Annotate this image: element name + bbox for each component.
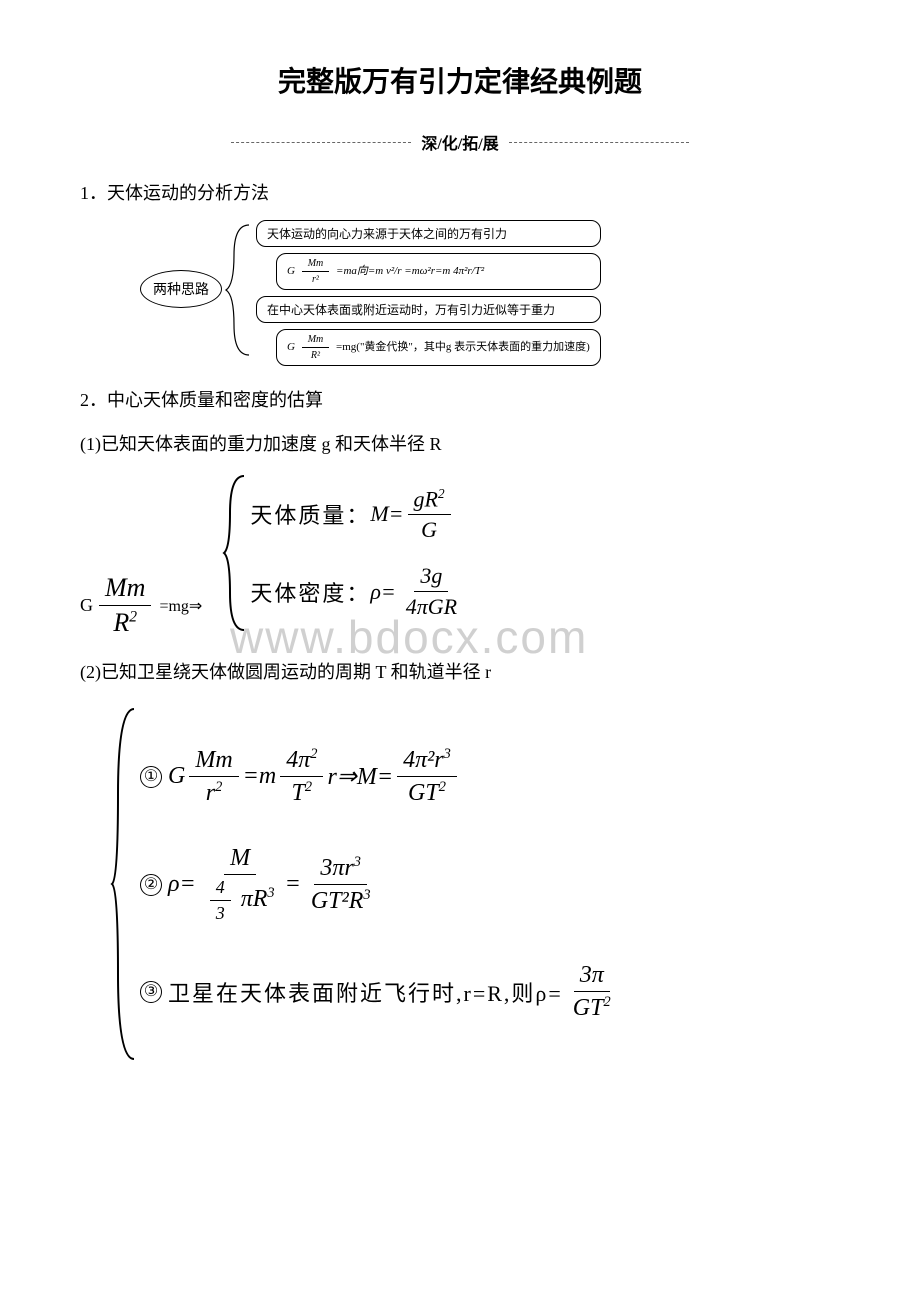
mass-formula: 天体质量： M= gR2 G bbox=[250, 486, 467, 543]
formula-line-2: ② ρ= M 4 3 πR3 = 3πr3 GT²R3 bbox=[140, 845, 621, 924]
divider-line-left bbox=[231, 142, 411, 143]
oval-two-approaches: 两种思路 bbox=[140, 270, 222, 308]
section1-heading: 1．天体运动的分析方法 bbox=[80, 179, 840, 205]
mg-arrow: =mg⇒ bbox=[159, 596, 202, 616]
brace-icon bbox=[110, 699, 140, 1069]
thought-formula-2: G Mm R² =mg("黄金代换"，其中g 表示天体表面的重力加速度) bbox=[276, 329, 601, 366]
thought-formula-1: G Mm r² =ma向=m v²/r =mω²r=m 4π²r/T² bbox=[276, 253, 601, 290]
divider-line-right bbox=[509, 142, 689, 143]
formula-period-orbit: ① G Mm r2 =m 4π2 T2 r⇒M= 4π²r3 GT2 ② ρ= … bbox=[110, 699, 840, 1069]
brace-icon bbox=[224, 220, 254, 360]
thought-box-2: 在中心天体表面或附近运动时，万有引力近似等于重力 bbox=[256, 296, 601, 323]
thought-box-1: 天体运动的向心力来源于天体之间的万有引力 bbox=[256, 220, 601, 247]
frac-Mm: Mm bbox=[99, 573, 151, 606]
formula-line-1: ① G Mm r2 =m 4π2 T2 r⇒M= 4π²r3 GT2 bbox=[140, 746, 621, 807]
brace-icon bbox=[222, 468, 250, 638]
section2-sub1: (1)已知天体表面的重力加速度 g 和天体半径 R bbox=[80, 430, 840, 456]
formula-line-3: ③ 卫星在天体表面附近飞行时,r=R,则ρ= 3π GT2 bbox=[140, 962, 621, 1022]
thought-diagram: 两种思路 天体运动的向心力来源于天体之间的万有引力 G Mm r² =ma向=m… bbox=[140, 220, 840, 366]
frac-R2: R2 bbox=[107, 606, 143, 638]
divider-label: 深/化/拓/展 bbox=[411, 130, 508, 154]
section2-heading: 2．中心天体质量和密度的估算 bbox=[80, 386, 840, 412]
section-divider: 深/化/拓/展 bbox=[80, 130, 840, 154]
density-formula: 天体密度： ρ= 3g 4πGR bbox=[250, 563, 467, 620]
page-title: 完整版万有引力定律经典例题 bbox=[80, 60, 840, 100]
formula-mass-density: G Mm R2 =mg⇒ 天体质量： M= gR2 G 天体密度： ρ= bbox=[80, 468, 840, 638]
symbol-G: G bbox=[80, 595, 93, 616]
section2-sub2: (2)已知卫星绕天体做圆周运动的周期 T 和轨道半径 r bbox=[80, 658, 840, 684]
